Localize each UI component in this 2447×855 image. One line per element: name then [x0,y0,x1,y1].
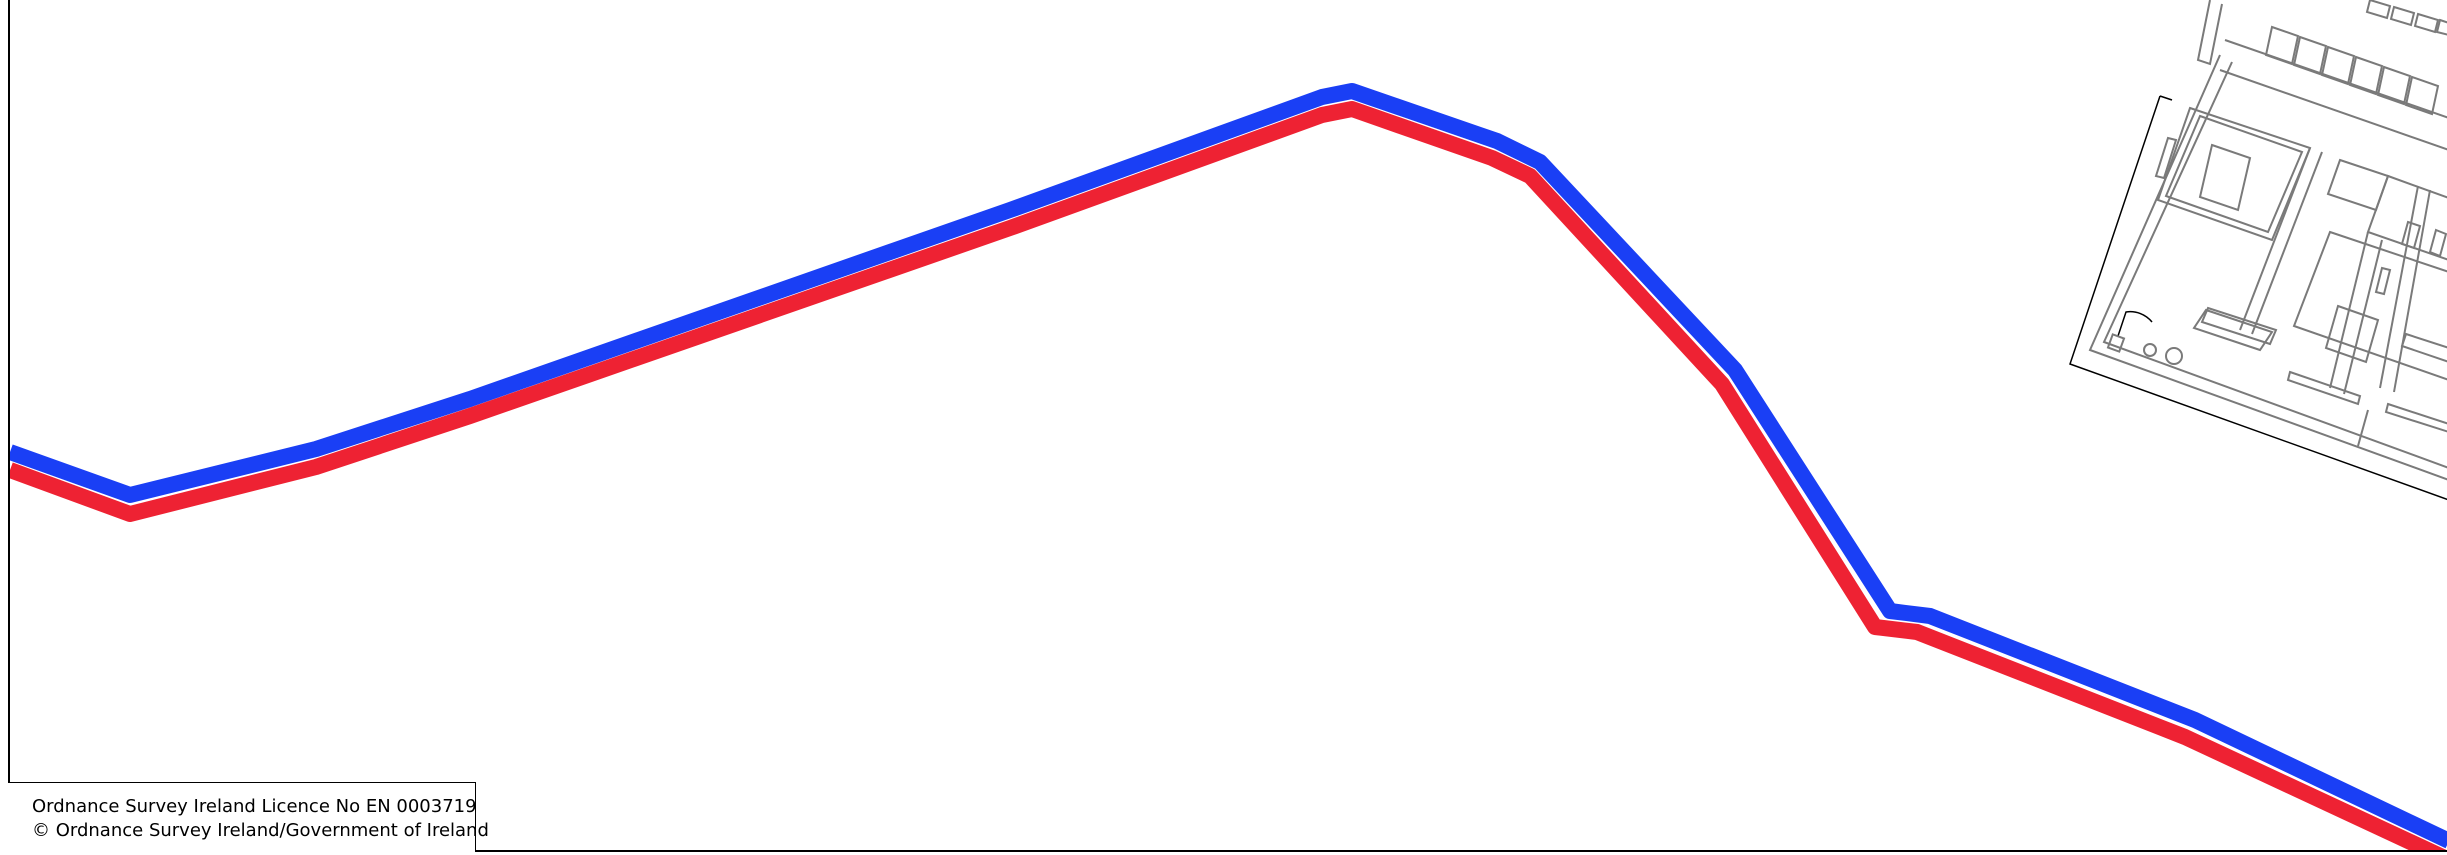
room-bedroom-1-inner [2164,114,2304,234]
site-boundary [10,83,2447,850]
map-canvas[interactable] [10,0,2447,852]
partition-1 [2329,231,2369,389]
balcony-strip-2 [2384,402,2447,433]
map-frame[interactable] [8,0,2447,852]
wardrobe-2 [2400,332,2447,363]
fixture-box [2106,333,2126,353]
shelf-unit [2374,266,2392,296]
building-wall-outer [2088,54,2447,481]
kitchen-counter [2192,308,2274,352]
licence-line-2: © Ordnance Survey Ireland/Government of … [32,820,489,841]
bed-1 [2198,143,2252,212]
boundary-line-red [10,101,2447,850]
room-ensuite [2366,174,2447,261]
room-bedroom-2 [2292,230,2447,381]
partition-3 [2379,185,2419,389]
side-window [2154,136,2178,180]
boundary-line-blue [10,83,2447,849]
sink-fixture [2400,220,2422,250]
partition-4 [2393,189,2431,393]
building-wall-inner [2102,61,2447,469]
wardrobe-1 [2200,306,2278,346]
building-floor-plan [2069,0,2447,501]
licence-line-1: Ordnance Survey Ireland Licence No EN 00… [32,796,477,817]
top-windows [2264,0,2447,116]
door-swing [2117,310,2153,337]
top-wing-wall [2224,39,2447,119]
top-wing-wall2 [2219,69,2447,151]
fixture-circle-1 [2143,343,2157,357]
bed-2 [2324,304,2380,364]
hall-wall-2 [2251,151,2323,335]
wall-seg-1 [2357,409,2369,447]
partition-2 [2343,239,2383,395]
terrace-outline-top [2159,95,2173,101]
room-bedroom-1 [2156,106,2312,242]
sink-fixture-2 [2428,228,2447,258]
licence-box: Ordnance Survey Ireland Licence No EN 00… [8,782,489,852]
terrace-outline [2069,95,2447,501]
fixture-circle-2 [2165,347,2183,365]
hall-wall [2239,147,2311,331]
top-wing [2196,0,2223,66]
balcony-strip [2286,370,2362,406]
